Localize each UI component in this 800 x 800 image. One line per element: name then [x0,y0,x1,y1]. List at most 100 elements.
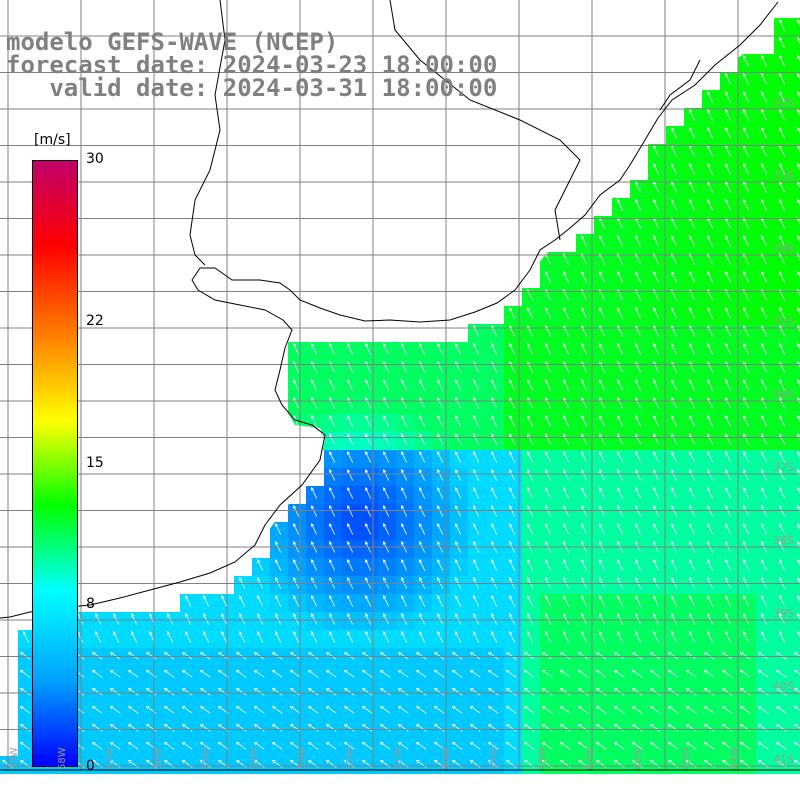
wind-arrow [724,487,732,499]
field-cell [792,90,800,108]
wind-arrow [760,397,768,409]
wind-arrow [778,73,786,85]
wind-arrow [346,505,354,517]
wind-arrow [472,451,480,463]
wind-arrow [796,595,800,602]
wind-arrow [793,705,800,711]
wind-arrow [703,687,715,696]
wind-arrow [634,559,642,571]
wind-arrow [742,199,750,211]
field-cell [792,306,800,324]
wind-arrow [328,523,336,535]
wind-arrow [706,163,714,175]
wind-arrow [328,631,336,643]
wind-arrow [346,361,354,373]
wind-arrow [310,505,318,517]
wind-arrow [325,669,337,678]
wind-arrow [310,559,318,571]
wind-arrow [706,361,714,373]
wind-arrow [631,687,643,696]
wind-arrow [145,723,157,732]
wind-arrow [454,415,462,427]
wind-arrow [544,631,552,643]
wind-arrow [400,451,408,463]
wind-arrow [274,523,282,535]
wind-arrow [541,741,553,750]
wind-arrow [598,523,606,535]
wind-arrow [595,723,607,732]
wind-arrow [670,595,678,607]
wind-arrow [562,397,570,409]
wind-arrow [235,741,247,750]
wind-arrow [235,669,247,678]
lon-label: 52W [345,747,356,770]
wind-arrow [508,397,516,409]
wind-arrow [364,415,372,427]
wind-arrow [253,687,265,696]
wind-arrow [325,651,337,660]
wind-arrow [94,631,102,643]
wind-arrow [688,595,696,607]
wind-arrow [580,307,588,319]
wind-arrow [490,415,498,427]
wind-arrow [670,361,678,373]
wind-arrow [364,469,372,481]
colorbar-tick-label: 8 [86,596,95,613]
wind-arrow [397,705,409,714]
wind-arrow [778,55,786,67]
wind-arrow [670,451,678,463]
wind-arrow [652,415,660,427]
lon-label: 57W [105,747,116,770]
wind-arrow [490,451,498,463]
wind-arrow [397,741,409,750]
wind-arrow [598,379,606,391]
wind-arrow [364,613,372,625]
wind-arrow [253,669,265,678]
wind-arrow [724,91,732,103]
wind-arrow [325,705,337,714]
wind-arrow [598,361,606,373]
wind-arrow [526,505,534,517]
field-cell [792,630,800,648]
wind-arrow [364,595,372,607]
wind-arrow [346,397,354,409]
wind-arrow [742,55,750,67]
wind-arrow [634,505,642,517]
wind-arrow [91,669,103,678]
wind-arrow [382,469,390,481]
colorbar [32,160,78,767]
wind-arrow [307,705,319,714]
wind-arrow [634,487,642,499]
wind-arrow [598,343,606,355]
wind-arrow [724,199,732,211]
wind-arrow [433,687,445,696]
wind-arrow [181,687,193,696]
wind-arrow [505,705,517,714]
wind-arrow [109,669,121,678]
wind-arrow [271,705,283,714]
wind-arrow [436,505,444,517]
wind-arrow [742,487,750,499]
wind-arrow [505,669,517,678]
lon-label: 56W [153,747,164,770]
wind-arrow [544,559,552,571]
wind-arrow [742,559,750,571]
wind-arrow [379,741,391,750]
wind-arrow [487,723,499,732]
wind-arrow [382,613,390,625]
wind-arrow [760,379,768,391]
lat-label: 34S [773,242,794,255]
lat-label: 41S [773,753,794,766]
wind-arrow [91,741,103,750]
wind-arrow [796,523,800,530]
wind-arrow [199,669,211,678]
wind-arrow [526,595,534,607]
wind-arrow [436,361,444,373]
wind-arrow [724,631,732,643]
wind-arrow [760,127,768,139]
wind-arrow [454,523,462,535]
wind-arrow [706,559,714,571]
wind-arrow [667,687,679,696]
wind-arrow [724,379,732,391]
wind-arrow [379,723,391,732]
